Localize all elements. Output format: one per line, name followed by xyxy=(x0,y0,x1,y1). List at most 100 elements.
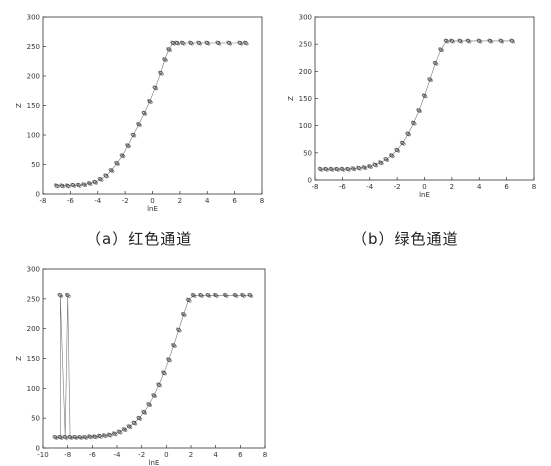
data-point xyxy=(328,166,332,170)
data-point xyxy=(242,40,246,44)
data-point xyxy=(386,158,390,162)
data-point xyxy=(72,184,77,188)
data-point xyxy=(438,47,442,51)
data-point xyxy=(156,382,160,386)
y-tick-label: 100 xyxy=(27,132,40,140)
data-point xyxy=(432,60,436,64)
x-tick-label: -6 xyxy=(89,451,97,459)
data-point xyxy=(465,38,469,42)
data-point xyxy=(114,160,118,165)
data-point xyxy=(86,181,90,185)
caption-green-channel: （b）绿色通道 xyxy=(352,230,459,248)
data-point xyxy=(52,434,56,439)
data-point xyxy=(490,40,494,44)
data-point xyxy=(174,40,178,44)
data-point xyxy=(320,168,324,172)
data-point xyxy=(193,294,197,298)
data-point xyxy=(82,434,86,439)
response-curve-line xyxy=(56,42,246,186)
x-tick-label: 8 xyxy=(263,451,267,459)
y-tick-label: 300 xyxy=(27,14,40,22)
data-point xyxy=(89,182,93,186)
data-point xyxy=(361,165,365,169)
data-point xyxy=(141,409,145,413)
data-point xyxy=(152,85,156,89)
data-point xyxy=(175,327,180,331)
data-point xyxy=(331,168,335,172)
data-point xyxy=(116,162,120,166)
data-point xyxy=(81,182,85,186)
data-point xyxy=(64,292,69,297)
data-point xyxy=(87,434,91,438)
data-point xyxy=(479,40,483,44)
data-point xyxy=(413,122,417,126)
data-point xyxy=(141,110,145,114)
y-tick-label: 200 xyxy=(27,73,40,81)
data-point xyxy=(138,123,142,127)
data-point xyxy=(196,40,200,44)
data-point xyxy=(443,38,447,42)
y-tick-label: 150 xyxy=(27,355,40,363)
data-point xyxy=(380,162,384,166)
data-point xyxy=(498,38,502,42)
data-point xyxy=(133,134,137,138)
y-axis-label: Z xyxy=(15,356,23,361)
data-point xyxy=(198,292,202,297)
x-tick-label: 4 xyxy=(213,451,218,459)
y-tick-label: 0 xyxy=(308,177,312,185)
data-point xyxy=(399,140,403,144)
data-point xyxy=(139,417,143,421)
data-point xyxy=(394,147,398,151)
x-tick-label: -10 xyxy=(37,451,48,459)
data-point xyxy=(188,299,192,303)
data-point xyxy=(72,434,76,439)
data-point xyxy=(75,182,79,186)
data-point xyxy=(180,311,184,316)
data-point xyxy=(94,181,98,185)
data-point xyxy=(347,168,351,172)
data-point xyxy=(176,42,181,46)
chart-third-channel: -10 -8 -6 -4 -2 0 2 4 6 8 0 50 100 150 200 250 300 lnE Z xyxy=(15,266,267,466)
data-point xyxy=(111,169,115,173)
data-point xyxy=(67,434,71,439)
data-point xyxy=(129,425,133,430)
data-point xyxy=(435,62,439,66)
data-point xyxy=(148,403,153,407)
x-tick-label: 0 xyxy=(164,451,168,459)
data-point xyxy=(323,166,327,170)
data-point xyxy=(182,42,186,46)
data-point xyxy=(183,313,187,317)
y-tick-label: 200 xyxy=(299,68,312,76)
data-point xyxy=(57,292,61,297)
data-point xyxy=(77,434,81,439)
chart-red-channel: -8 -6 -4 -2 0 2 4 6 8 0 50 100 150 200 250 300 lnE Z xyxy=(15,14,264,214)
data-point xyxy=(229,42,233,46)
x-tick-label: -2 xyxy=(122,197,129,205)
data-point xyxy=(144,112,148,116)
data-point xyxy=(94,436,98,440)
x-axis-label: lnE xyxy=(419,191,430,199)
x-tick-label: 2 xyxy=(189,451,193,459)
x-tick-label: -6 xyxy=(339,183,347,191)
x-tick-label: 2 xyxy=(178,197,182,205)
data-point xyxy=(69,436,74,440)
x-tick-label: -6 xyxy=(67,197,75,205)
data-point xyxy=(198,42,202,46)
y-tick-label: 150 xyxy=(27,102,40,110)
data-point xyxy=(84,436,88,440)
data-point xyxy=(83,184,88,188)
data-point xyxy=(245,42,249,46)
data-point xyxy=(106,432,110,436)
data-point xyxy=(487,38,491,42)
data-point xyxy=(62,434,66,439)
data-point xyxy=(96,433,101,437)
response-curve-line xyxy=(320,40,513,170)
data-point xyxy=(375,164,379,168)
data-point xyxy=(56,185,60,189)
y-tick-label: 300 xyxy=(299,14,312,22)
data-point xyxy=(212,292,217,297)
data-point xyxy=(208,294,212,298)
y-tick-label: 100 xyxy=(299,122,312,130)
x-axis-label: lnE xyxy=(149,459,160,466)
